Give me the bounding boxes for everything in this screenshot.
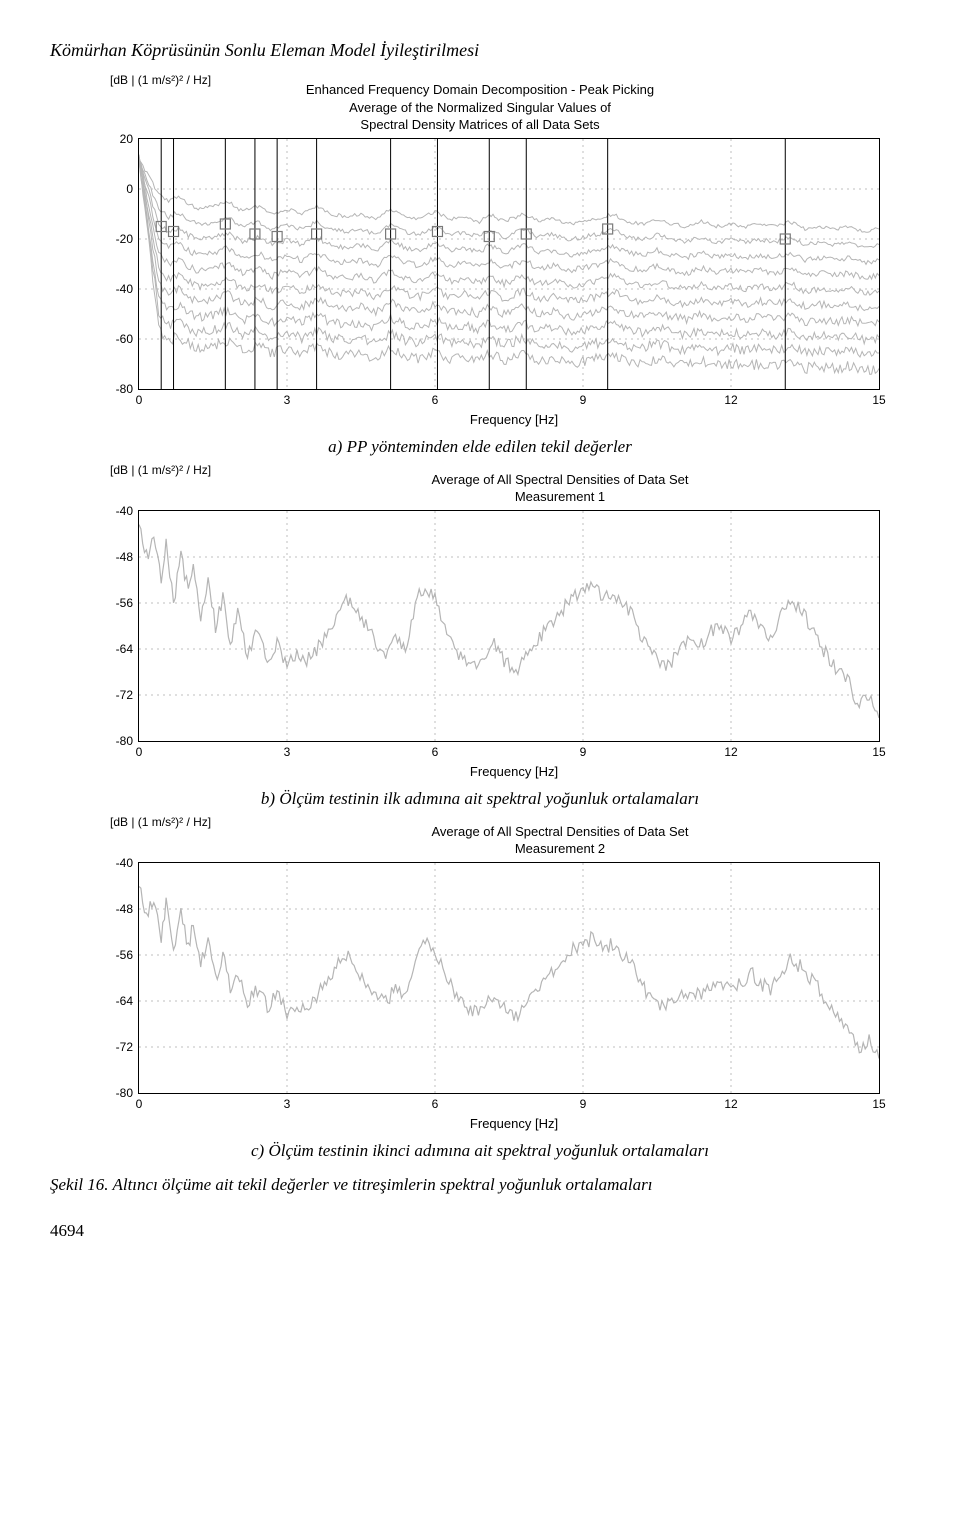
figure-caption: Şekil 16. Altıncı ölçüme ait tekil değer… xyxy=(50,1175,910,1195)
ytick: -40 xyxy=(95,504,133,518)
xtick: 9 xyxy=(580,745,587,759)
chart-b-title: Average of All Spectral Densities of Dat… xyxy=(230,471,890,506)
chart-c-xlabel: Frequency [Hz] xyxy=(138,1116,890,1131)
ytick: -64 xyxy=(95,642,133,656)
chart-a-block: [dB | (1 m/s²)² / Hz] Enhanced Frequency… xyxy=(50,81,910,427)
ytick: 20 xyxy=(95,132,133,146)
chart-b-xlabel: Frequency [Hz] xyxy=(138,764,890,779)
chart-b-plot: -80-72-64-56-48-4003691215 xyxy=(138,510,880,742)
chart-a-yunit: [dB | (1 m/s²)² / Hz] xyxy=(110,73,211,87)
caption-c: c) Ölçüm testinin ikinci adımına ait spe… xyxy=(50,1141,910,1161)
xtick: 15 xyxy=(872,393,885,407)
xtick: 6 xyxy=(432,393,439,407)
ytick: -56 xyxy=(95,948,133,962)
chart-b-block: [dB | (1 m/s²)² / Hz] Average of All Spe… xyxy=(50,471,910,779)
xtick: 3 xyxy=(284,393,291,407)
chart-c-title-line: Measurement 2 xyxy=(230,840,890,858)
page-number: 4694 xyxy=(50,1221,910,1241)
ytick: -20 xyxy=(95,232,133,246)
chart-b-title-line: Measurement 1 xyxy=(230,488,890,506)
xtick: 0 xyxy=(136,393,143,407)
ytick: -40 xyxy=(95,856,133,870)
ytick: -80 xyxy=(95,1086,133,1100)
xtick: 0 xyxy=(136,745,143,759)
chart-a-title-line: Average of the Normalized Singular Value… xyxy=(70,99,890,117)
ytick: -72 xyxy=(95,1040,133,1054)
xtick: 6 xyxy=(432,745,439,759)
ytick: -48 xyxy=(95,902,133,916)
chart-c-title-line: Average of All Spectral Densities of Dat… xyxy=(230,823,890,841)
ytick: 0 xyxy=(95,182,133,196)
ytick: -56 xyxy=(95,596,133,610)
ytick: -72 xyxy=(95,688,133,702)
ytick: -80 xyxy=(95,734,133,748)
chart-a-plot: -80-60-40-2002003691215 xyxy=(138,138,880,390)
caption-a: a) PP yönteminden elde edilen tekil değe… xyxy=(50,437,910,457)
caption-b: b) Ölçüm testinin ilk adımına ait spektr… xyxy=(50,789,910,809)
chart-b-yunit: [dB | (1 m/s²)² / Hz] xyxy=(110,463,211,477)
xtick: 15 xyxy=(872,745,885,759)
ytick: -60 xyxy=(95,332,133,346)
chart-c-block: [dB | (1 m/s²)² / Hz] Average of All Spe… xyxy=(50,823,910,1131)
chart-c-yunit: [dB | (1 m/s²)² / Hz] xyxy=(110,815,211,829)
chart-a-title: Enhanced Frequency Domain Decomposition … xyxy=(70,81,890,134)
xtick: 15 xyxy=(872,1097,885,1111)
page-header-title: Kömürhan Köprüsünün Sonlu Eleman Model İ… xyxy=(50,40,910,61)
ytick: -80 xyxy=(95,382,133,396)
xtick: 12 xyxy=(724,745,737,759)
chart-a-xlabel: Frequency [Hz] xyxy=(138,412,890,427)
chart-c-plot: -80-72-64-56-48-4003691215 xyxy=(138,862,880,1094)
chart-b-title-line: Average of All Spectral Densities of Dat… xyxy=(230,471,890,489)
xtick: 3 xyxy=(284,745,291,759)
xtick: 0 xyxy=(136,1097,143,1111)
chart-a-title-line: Spectral Density Matrices of all Data Se… xyxy=(70,116,890,134)
ytick: -48 xyxy=(95,550,133,564)
chart-c-title: Average of All Spectral Densities of Dat… xyxy=(230,823,890,858)
xtick: 6 xyxy=(432,1097,439,1111)
xtick: 12 xyxy=(724,1097,737,1111)
ytick: -64 xyxy=(95,994,133,1008)
xtick: 12 xyxy=(724,393,737,407)
xtick: 9 xyxy=(580,393,587,407)
xtick: 9 xyxy=(580,1097,587,1111)
ytick: -40 xyxy=(95,282,133,296)
xtick: 3 xyxy=(284,1097,291,1111)
